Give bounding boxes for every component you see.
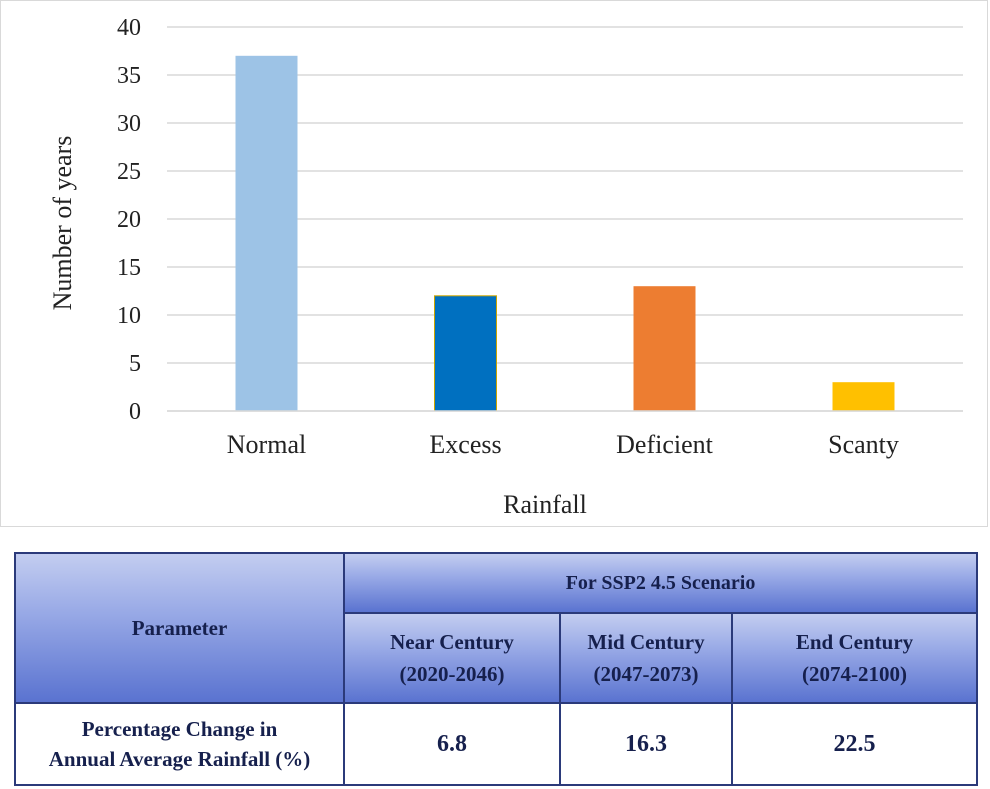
x-tick-label: Scanty (828, 430, 899, 459)
y-tick-label: 10 (117, 303, 141, 329)
period-header-end: End Century (2074-2100) (730, 612, 979, 704)
y-tick-label: 35 (117, 63, 141, 89)
value-end-century: 22.5 (730, 702, 979, 786)
y-tick-label: 25 (117, 159, 141, 185)
table-header-row-1: Parameter For SSP2 4.5 Scenario (14, 552, 979, 704)
period-header-mid: Mid Century (2047-2073) (559, 612, 733, 704)
y-tick-label: 0 (129, 399, 141, 425)
x-tick-label: Deficient (616, 430, 714, 459)
bar-excess (434, 295, 497, 412)
period-name: Near Century (390, 630, 514, 654)
x-tick-label: Excess (429, 430, 501, 459)
bar-normal (235, 55, 298, 412)
value-near-century: 6.8 (343, 702, 561, 786)
x-tick-label: Normal (227, 430, 306, 459)
period-name: End Century (795, 630, 914, 654)
y-tick-label: 20 (117, 207, 141, 233)
parameter-label-line-1: Percentage Change in (81, 717, 278, 741)
bar-scanty (832, 382, 895, 411)
bar-chart: 0 5 10 15 20 25 30 35 40 Normal Excess Deficient Sca… (48, 15, 963, 519)
bar-chart-frame: 0 5 10 15 20 25 30 35 40 Normal Excess Deficient Sca… (0, 0, 988, 527)
y-tick-label: 15 (117, 255, 141, 281)
parameter-cell: Percentage Change in Annual Average Rain… (14, 702, 345, 786)
period-name: Mid Century (587, 630, 705, 654)
scenario-header: For SSP2 4.5 Scenario (342, 552, 979, 614)
period-header-near: Near Century (2020-2046) (343, 612, 561, 704)
period-range: (2020-2046) (399, 662, 505, 686)
period-range: (2047-2073) (593, 662, 699, 686)
table-row: Percentage Change in Annual Average Rain… (14, 702, 979, 786)
y-tick-label: 30 (117, 111, 141, 137)
table-header-row-2: Near Century (2020-2046) Mid Century (20… (15, 612, 979, 704)
scenario-table: Parameter For SSP2 4.5 Scenario Near Cen… (14, 552, 979, 786)
y-tick-label: 5 (129, 351, 141, 377)
x-axis-title: Rainfall (503, 490, 587, 519)
parameter-label-line-2: Annual Average Rainfall (%) (48, 747, 311, 771)
parameter-header: Parameter (14, 552, 345, 704)
y-axis-title: Number of years (48, 136, 77, 311)
y-tick-label: 40 (117, 15, 141, 41)
bar-deficient (633, 286, 696, 411)
scenario-table-wrapper: Parameter For SSP2 4.5 Scenario Near Cen… (14, 552, 979, 786)
value-mid-century: 16.3 (559, 702, 733, 786)
period-range: (2074-2100) (802, 662, 907, 686)
